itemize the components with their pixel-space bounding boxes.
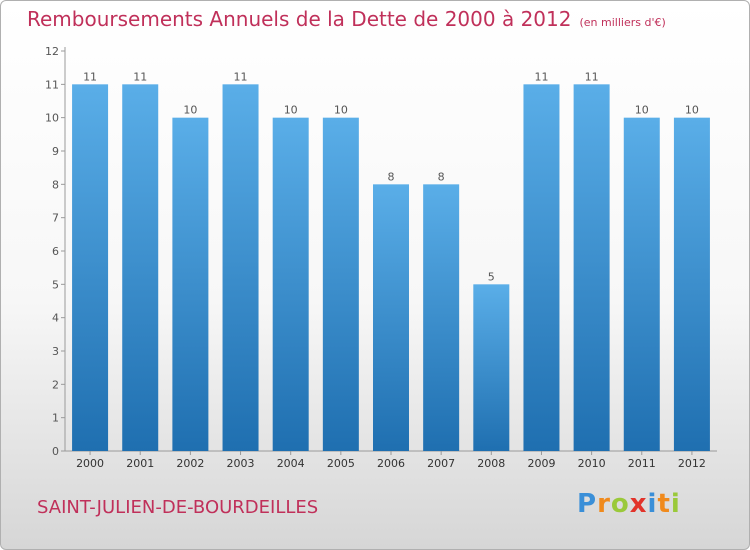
x-tick-label: 2000 — [76, 457, 104, 470]
bar-2007 — [423, 184, 460, 452]
y-tick-label: 2 — [52, 378, 59, 391]
bar-2000 — [72, 84, 109, 451]
x-tick-label: 2004 — [277, 457, 305, 470]
logo-letter: i — [647, 489, 658, 519]
chart-title-text: Remboursements Annuels de la Dette de 20… — [27, 7, 572, 31]
data-label-2005: 10 — [334, 104, 348, 117]
y-tick-label: 6 — [52, 245, 59, 258]
y-tick-label: 4 — [52, 312, 59, 325]
data-labels: 11 11 10 11 10 10 8 8 5 11 11 10 10 — [83, 70, 699, 283]
x-tick-label: 2008 — [477, 457, 505, 470]
logo-letter: i — [670, 489, 681, 519]
bar-2001 — [122, 84, 159, 451]
bar-2011 — [623, 117, 660, 452]
data-label-2001: 11 — [133, 70, 147, 83]
x-tick-label: 2007 — [427, 457, 455, 470]
y-tick-label: 11 — [45, 78, 59, 91]
x-tick-label: 2010 — [578, 457, 606, 470]
bar-2009 — [523, 84, 560, 451]
data-label-2012: 10 — [685, 104, 699, 117]
logo-letter: x — [629, 489, 648, 519]
bar-2003 — [222, 84, 259, 451]
y-tick-label: 8 — [52, 178, 59, 191]
data-label-2002: 10 — [183, 104, 197, 117]
data-label-2011: 10 — [635, 104, 649, 117]
proxiti-logo: Proxiti — [577, 489, 681, 519]
y-tick-label: 5 — [52, 278, 59, 291]
y-tick-label: 3 — [52, 345, 59, 358]
bars — [72, 84, 710, 452]
bar-2002 — [172, 117, 209, 452]
x-tick-label: 2006 — [377, 457, 405, 470]
x-tick-label: 2003 — [227, 457, 255, 470]
x-tick-label: 2005 — [327, 457, 355, 470]
data-label-2007: 8 — [438, 170, 445, 183]
data-label-2009: 11 — [534, 70, 548, 83]
bar-2012 — [673, 117, 710, 452]
y-tick-label: 9 — [52, 145, 59, 158]
y-tick-label: 10 — [45, 112, 59, 125]
bar-2008 — [473, 284, 510, 451]
logo-letter: P — [577, 489, 598, 519]
y-tick-label: 0 — [52, 445, 59, 458]
x-tick-label: 2001 — [126, 457, 154, 470]
data-label-2003: 11 — [234, 70, 248, 83]
y-tick-label: 12 — [45, 45, 59, 58]
commune-name: SAINT-JULIEN-DE-BOURDEILLES — [37, 497, 319, 518]
data-label-2004: 10 — [284, 104, 298, 117]
y-tick-label: 7 — [52, 212, 59, 225]
bar-2005 — [322, 117, 359, 452]
logo-letter: o — [610, 489, 630, 519]
bar-2010 — [573, 84, 610, 451]
logo-letter: t — [657, 489, 671, 519]
x-tick-label: 2009 — [527, 457, 555, 470]
bar-2004 — [272, 117, 309, 452]
data-label-2000: 11 — [83, 70, 97, 83]
bar-2006 — [373, 184, 409, 452]
data-label-2010: 11 — [585, 70, 599, 83]
y-tick-label: 1 — [52, 412, 59, 425]
x-tick-label: 2002 — [176, 457, 204, 470]
data-label-2008: 5 — [488, 270, 495, 283]
x-tick-label: 2012 — [678, 457, 706, 470]
chart-unit: (en milliers d'€) — [579, 16, 666, 29]
chart-title: Remboursements Annuels de la Dette de 20… — [27, 7, 666, 31]
logo-letter: r — [597, 489, 611, 519]
data-label-2006: 8 — [388, 170, 395, 183]
x-tick-label: 2011 — [628, 457, 656, 470]
